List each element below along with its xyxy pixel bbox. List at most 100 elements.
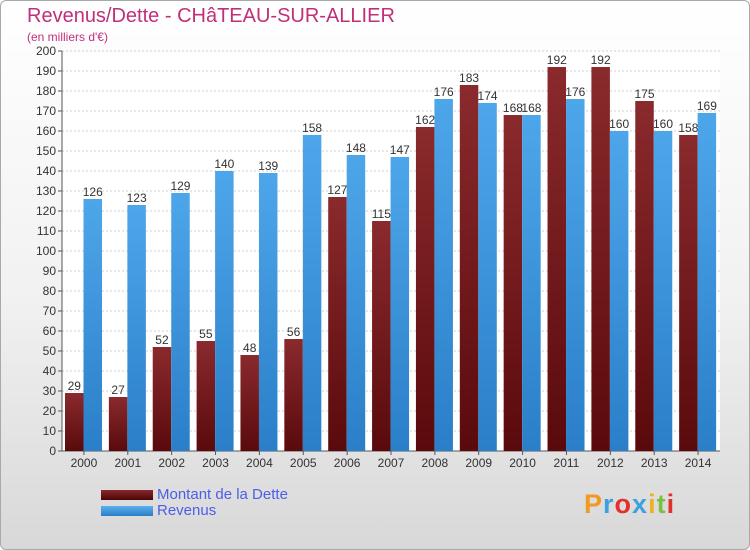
- y-tick-label: 190: [36, 64, 56, 78]
- x-tick-label: 2011: [554, 456, 580, 470]
- y-tick-label: 60: [43, 324, 57, 338]
- logo-letter: r: [603, 489, 615, 519]
- data-label-dette: 175: [635, 87, 655, 101]
- bar-dette-2010: [503, 115, 523, 451]
- y-tick-label: 130: [36, 184, 56, 198]
- bar-dette-2013: [635, 101, 654, 451]
- data-label-revenus: 160: [609, 117, 629, 131]
- bar-revenus-2014: [697, 113, 717, 451]
- bar-revenus-2007: [390, 157, 410, 451]
- bar-dette-2014: [679, 135, 698, 451]
- y-tick-label: 180: [36, 84, 56, 98]
- y-tick-label: 140: [36, 164, 56, 178]
- chart-title: Revenus/Dette - CHâTEAU-SUR-ALLIER: [27, 5, 395, 27]
- bar-revenus-2013: [653, 131, 673, 451]
- data-label-revenus: 148: [346, 141, 366, 155]
- x-tick-label: 2012: [597, 456, 624, 470]
- bar-dette-2009: [459, 85, 479, 451]
- data-label-dette: 168: [503, 101, 523, 115]
- data-label-revenus: 169: [697, 99, 717, 113]
- data-label-dette: 183: [459, 71, 479, 85]
- x-tick-label: 2000: [71, 456, 98, 470]
- bar-dette-2007: [372, 221, 391, 451]
- data-label-dette: 55: [199, 327, 213, 341]
- data-label-revenus: 147: [390, 143, 410, 157]
- data-label-revenus: 176: [434, 85, 454, 99]
- bar-revenus-2008: [434, 99, 453, 451]
- y-tick-label: 10: [43, 424, 57, 438]
- logo-letter: t: [656, 489, 667, 519]
- x-tick-label: 2007: [378, 456, 405, 470]
- x-tick-label: 2006: [334, 456, 361, 470]
- bar-revenus-2001: [127, 205, 146, 451]
- legend-swatch-dette: [101, 490, 153, 500]
- proxiti-logo: Proxiti: [584, 489, 675, 520]
- data-label-dette: 27: [111, 383, 125, 397]
- bar-dette-2004: [240, 355, 259, 451]
- y-tick-label: 110: [37, 224, 56, 238]
- y-tick-label: 70: [43, 304, 57, 318]
- data-label-revenus: 168: [521, 101, 541, 115]
- data-label-revenus: 174: [478, 89, 498, 103]
- logo-letter: x: [632, 489, 649, 519]
- logo-letter: i: [666, 489, 676, 519]
- logo-letter: i: [648, 489, 657, 519]
- x-tick-label: 2003: [202, 456, 229, 470]
- bar-dette-2001: [108, 397, 128, 451]
- y-tick-label: 20: [43, 404, 57, 418]
- x-tick-label: 2002: [158, 456, 185, 470]
- x-tick-label: 2010: [509, 456, 536, 470]
- legend-swatch-revenus: [101, 506, 153, 516]
- bar-dette-2008: [415, 127, 435, 451]
- y-tick-label: 150: [36, 144, 56, 158]
- bar-dette-2006: [328, 197, 347, 451]
- bar-revenus-2012: [609, 131, 629, 451]
- data-label-dette: 127: [327, 183, 347, 197]
- x-tick-label: 2001: [114, 456, 141, 470]
- y-tick-label: 80: [43, 284, 57, 298]
- bar-dette-2002: [152, 347, 172, 451]
- data-label-revenus: 160: [653, 117, 673, 131]
- data-label-revenus: 129: [170, 179, 190, 193]
- bar-dette-2005: [284, 339, 303, 451]
- y-tick-label: 90: [43, 264, 57, 278]
- data-label-dette: 56: [287, 325, 301, 339]
- y-tick-label: 160: [36, 124, 56, 138]
- bar-dette-2000: [65, 393, 84, 451]
- bar-dette-2011: [547, 67, 567, 451]
- bar-revenus-2006: [346, 155, 366, 451]
- x-tick-label: 2004: [246, 456, 273, 470]
- bar-dette-2003: [196, 341, 216, 451]
- logo-letter: o: [614, 489, 633, 519]
- y-tick-label: 100: [36, 244, 56, 258]
- logo-letter: P: [584, 489, 604, 519]
- bar-revenus-2005: [302, 135, 322, 451]
- chart-subtitle: (en milliers d'€): [27, 30, 108, 44]
- data-label-revenus: 139: [258, 159, 278, 173]
- bar-revenus-2011: [566, 99, 585, 451]
- legend-label-revenus: Revenus: [157, 502, 217, 519]
- x-tick-label: 2014: [685, 456, 712, 470]
- x-tick-label: 2005: [290, 456, 317, 470]
- x-tick-label: 2009: [465, 456, 492, 470]
- bar-revenus-2004: [258, 173, 278, 451]
- bar-revenus-2010: [522, 115, 541, 451]
- y-tick-label: 30: [43, 384, 57, 398]
- y-tick-label: 120: [36, 204, 56, 218]
- data-label-dette: 162: [415, 113, 435, 127]
- data-label-revenus: 176: [565, 85, 585, 99]
- data-label-revenus: 140: [214, 157, 234, 171]
- bar-dette-2012: [591, 67, 610, 451]
- x-tick-label: 2008: [422, 456, 449, 470]
- bar-revenus-2009: [478, 103, 497, 451]
- data-label-dette: 158: [678, 121, 698, 135]
- data-label-dette: 52: [155, 333, 169, 347]
- data-label-dette: 192: [547, 53, 567, 67]
- legend-label-dette: Montant de la Dette: [157, 486, 288, 503]
- bar-revenus-2002: [171, 193, 190, 451]
- data-label-dette: 29: [68, 379, 82, 393]
- data-label-dette: 48: [243, 341, 257, 355]
- data-label-dette: 115: [372, 207, 391, 221]
